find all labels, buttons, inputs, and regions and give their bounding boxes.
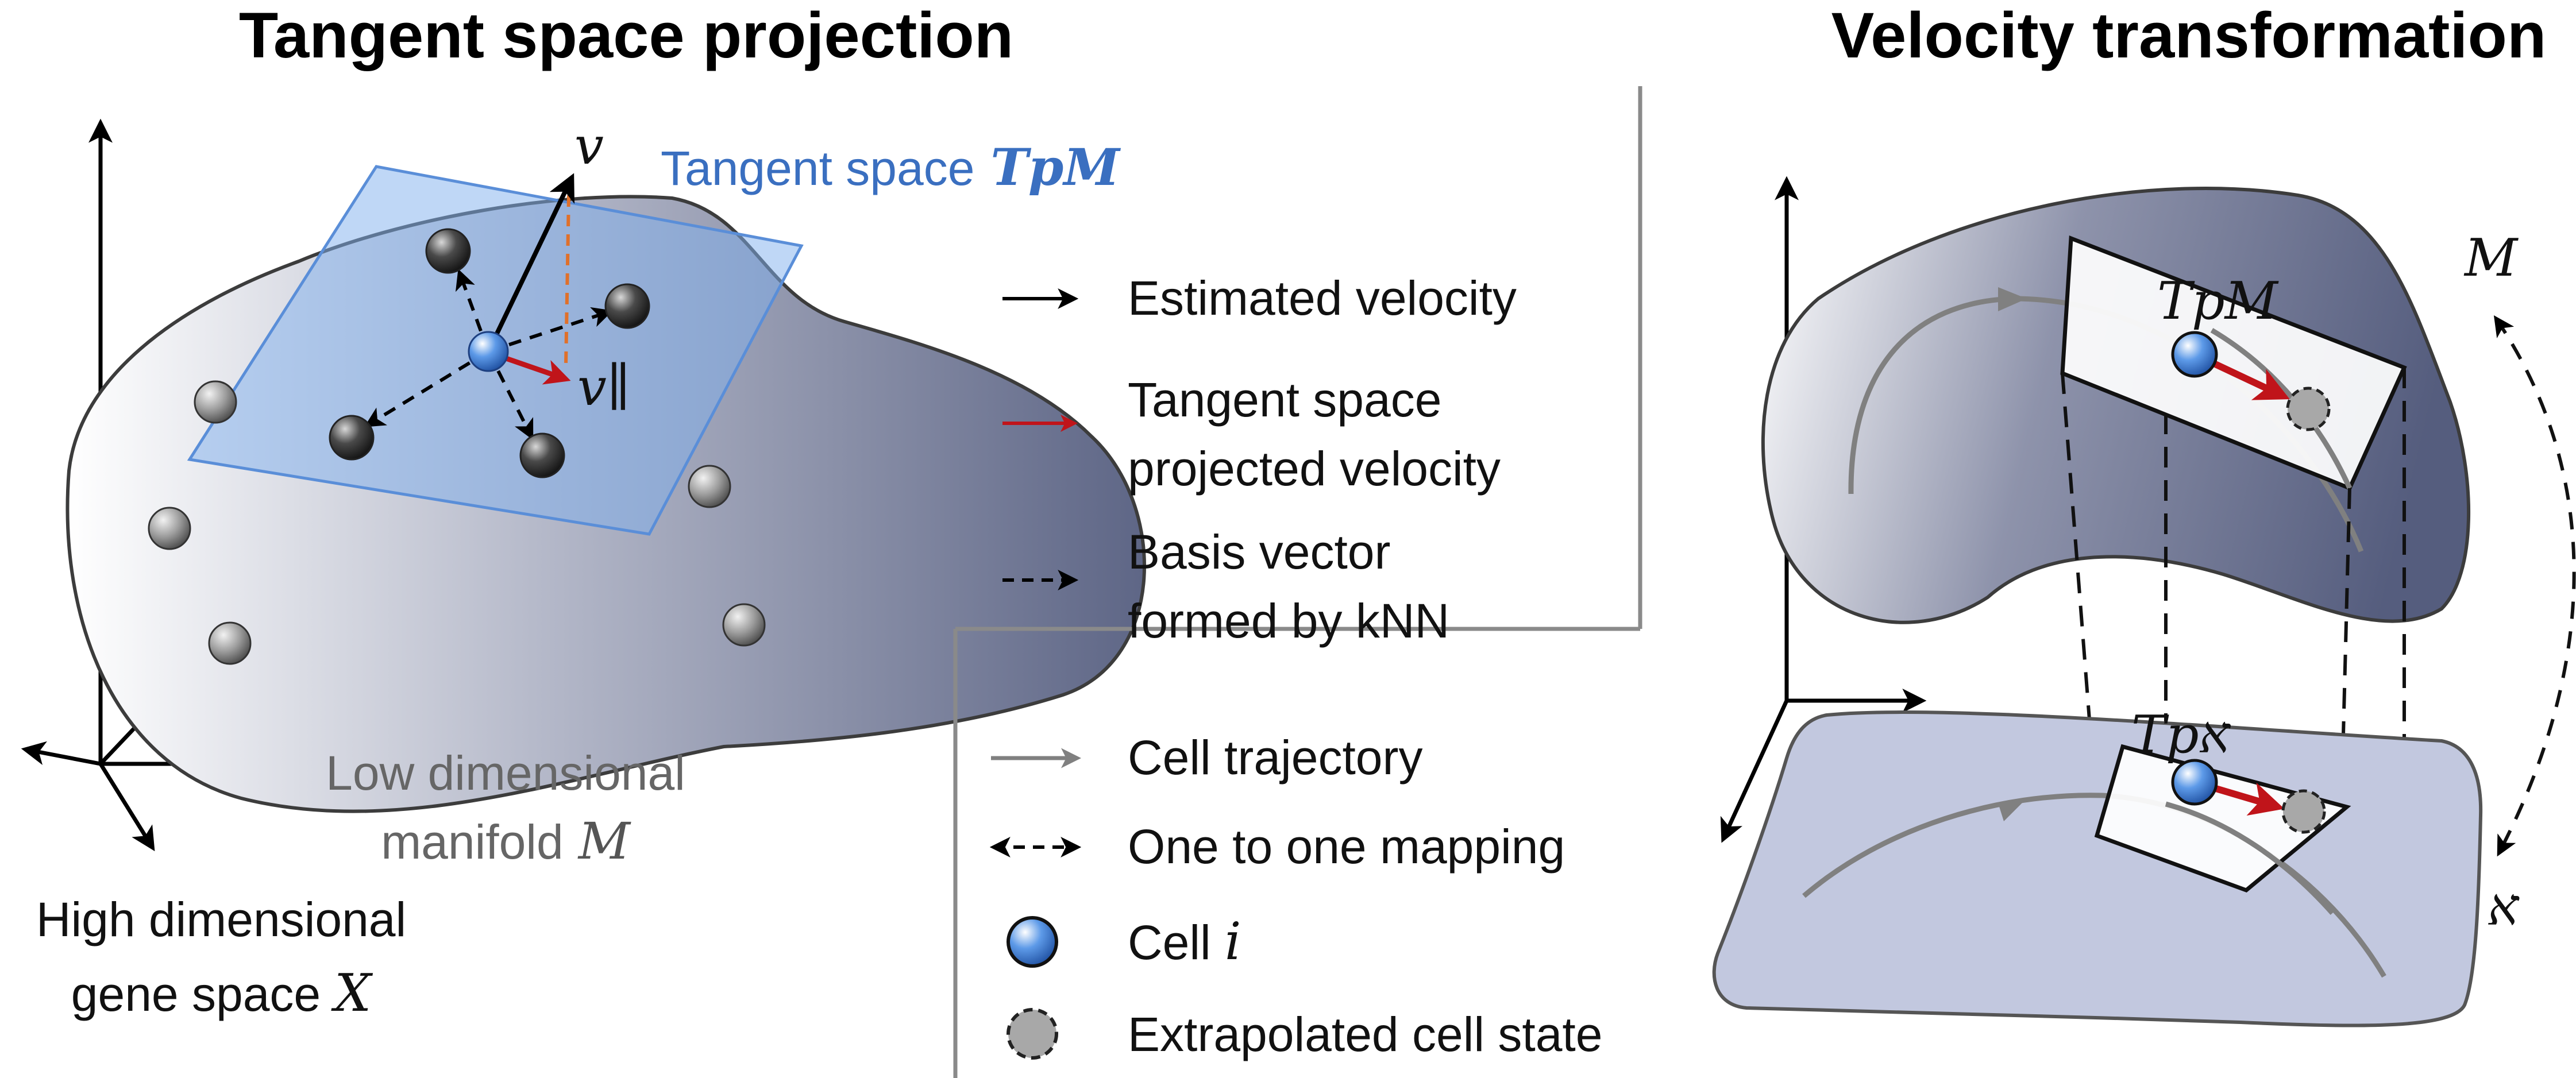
legend-cell-index: i — [1225, 911, 1241, 972]
lower-trajectory-segment — [2165, 801, 2335, 915]
gene-space-label-line2: gene space X — [71, 963, 373, 1023]
neighbor-cell — [519, 432, 565, 478]
tangent-space-text: Tangent space — [661, 141, 974, 195]
embedding-symbol: א — [2488, 877, 2520, 937]
left-panel: v v∥ Tangent space TpM Low dimensional m… — [21, 116, 1147, 1023]
knn-basis-vectors — [364, 269, 613, 441]
manifold-cell — [722, 603, 766, 647]
legend-estimated-velocity: Estimated velocity — [1002, 271, 1517, 325]
legend-cell-label: Cell i — [1128, 911, 1241, 972]
upper-extrapolated-cell — [2286, 387, 2331, 431]
mapping-arc — [2493, 315, 2576, 857]
manifold-cell — [148, 507, 191, 550]
left-panel-title: Tangent space projection — [239, 0, 1013, 71]
legend-extrapolated-cell-icon — [1007, 1008, 1058, 1060]
right-panel: TpM Tpא M א — [1712, 176, 2576, 1027]
legend-projected-velocity-line1: Tangent space — [1128, 373, 1441, 427]
neighbor-cell — [425, 228, 471, 274]
legend-one-to-one-mapping: One to one mapping — [989, 820, 1565, 874]
orthogonal-component — [564, 195, 570, 365]
manifold-label-line2: manifold M — [381, 812, 631, 871]
right-panel-title: Velocity transformation — [1831, 0, 2547, 71]
manifold-cells — [148, 380, 766, 665]
neighbor-cell — [604, 283, 650, 329]
legend-bottom: Cell trajectory One to one mapping Cell … — [989, 731, 1602, 1061]
lower-cell — [2171, 759, 2218, 806]
legend-cell-text: Cell — [1128, 915, 1211, 969]
legend-projected-velocity-line2: projected velocity — [1128, 442, 1501, 496]
low-dimensional-embedding-plane — [1712, 710, 2483, 1027]
legend-borders — [953, 86, 1642, 1078]
velocity-parallel-label: v∥ — [577, 357, 630, 418]
upper-cell — [2171, 331, 2218, 378]
legend-projected-velocity: Tangent space projected velocity — [1002, 373, 1501, 496]
estimated-velocity-arrow — [486, 173, 575, 353]
knn-neighbor-cells — [329, 228, 650, 478]
manifold-label-text: manifold — [381, 815, 564, 869]
legend-cell-trajectory-label: Cell trajectory — [1128, 731, 1422, 785]
legend-cell-trajectory: Cell trajectory — [991, 731, 1422, 785]
lower-cell-trajectory — [1802, 793, 2386, 978]
legend-estimated-velocity-label: Estimated velocity — [1128, 271, 1517, 325]
velocity-v-label: v — [574, 116, 604, 176]
upper-plane-symbol: TpM — [2157, 271, 2279, 331]
legend-extrapolated-state-label: Extrapolated cell state — [1128, 1007, 1602, 1061]
legend-extrapolated-state: Extrapolated cell state — [1007, 1007, 1602, 1061]
lower-plane-symbol: Tpא — [2131, 705, 2231, 765]
gene-space-label-line1: High dimensional — [36, 892, 406, 946]
manifold-cell — [208, 621, 252, 665]
lower-axes — [1720, 689, 1927, 843]
legend-top: Estimated velocity Tangent space project… — [1002, 271, 1517, 648]
high-dimensional-manifold — [1761, 187, 2471, 624]
gene-space-text: gene space — [71, 967, 321, 1021]
legend-cell: Cell i — [1007, 911, 1241, 972]
gene-space-symbol: X — [331, 963, 373, 1023]
legend-basis-vector-line1: Basis vector — [1128, 525, 1391, 579]
tangent-space-symbol: TpM — [990, 137, 1121, 197]
manifold-symbol-right: M — [2463, 228, 2519, 288]
legend-basis-vector: Basis vector formed by kNN — [1002, 525, 1449, 648]
tangent-space-label: Tangent space TpM — [661, 137, 1121, 197]
lower-extrapolated-cell — [2281, 789, 2326, 834]
neighbor-cell — [329, 415, 375, 461]
manifold-symbol: M — [577, 812, 631, 871]
lower-trajectory-arrowhead — [1998, 798, 2027, 821]
manifold-cell — [688, 465, 731, 508]
upper-trajectory-arrowhead — [1998, 287, 2027, 311]
manifold-label-line1: Low dimensional — [326, 746, 685, 800]
manifold-cell — [194, 380, 237, 424]
center-cell — [468, 331, 509, 372]
legend-one-to-one-mapping-label: One to one mapping — [1128, 820, 1565, 874]
legend-basis-vector-line2: formed by kNN — [1128, 594, 1449, 648]
legend-cell-icon — [1007, 916, 1058, 968]
